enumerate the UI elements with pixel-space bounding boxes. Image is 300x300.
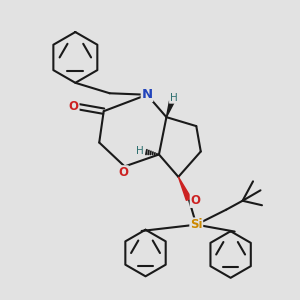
- Text: H: H: [136, 146, 144, 156]
- Text: O: O: [190, 194, 200, 207]
- Polygon shape: [167, 101, 174, 117]
- Text: N: N: [142, 88, 153, 101]
- Text: Si: Si: [190, 218, 203, 231]
- Text: O: O: [118, 166, 128, 179]
- Text: H: H: [170, 93, 178, 103]
- Polygon shape: [178, 177, 191, 200]
- Text: O: O: [69, 100, 79, 113]
